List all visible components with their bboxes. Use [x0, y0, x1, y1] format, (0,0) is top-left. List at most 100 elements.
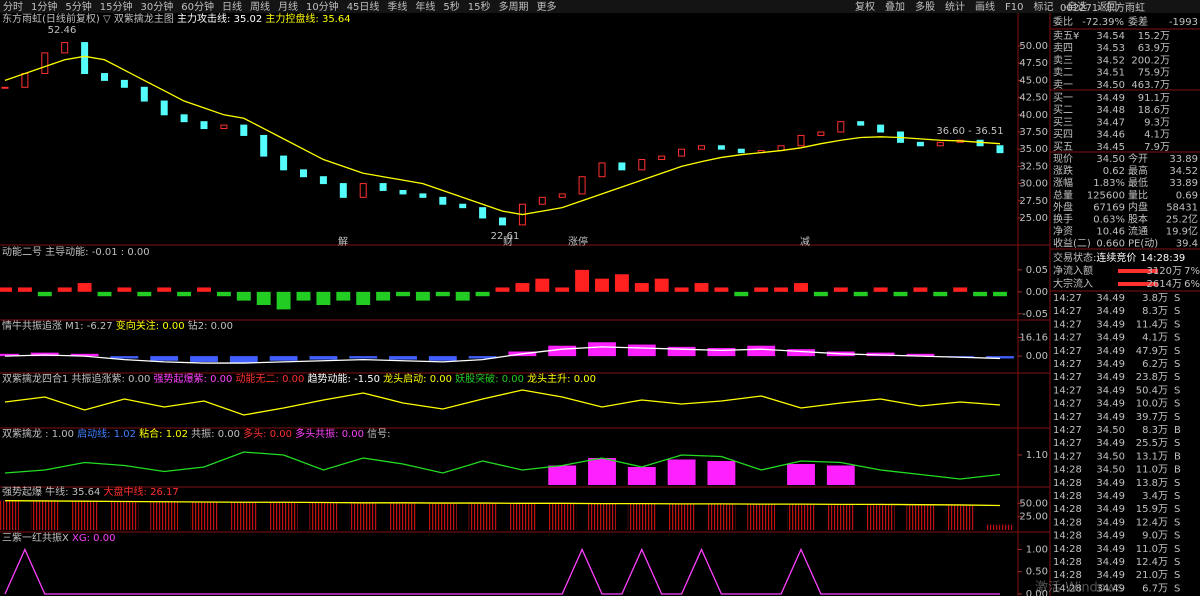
- bar: [455, 291, 470, 301]
- period-tab[interactable]: 5分钟: [65, 0, 91, 13]
- bar: [548, 345, 577, 357]
- period-tab[interactable]: 分时: [3, 1, 23, 13]
- period-tab[interactable]: 年线: [415, 0, 435, 13]
- tool-button[interactable]: 标记: [1033, 1, 1053, 13]
- header-item: 大盘中线: 26.17: [100, 485, 178, 498]
- tool-button[interactable]: 画线: [975, 0, 995, 13]
- book-label: 卖四: [1053, 42, 1073, 54]
- candle: [180, 114, 188, 123]
- tool-button[interactable]: 返回: [1097, 1, 1117, 13]
- book-volume: 7.9万: [1144, 142, 1170, 153]
- period-tab[interactable]: 季线: [387, 0, 407, 13]
- book-volume: 463.7万: [1131, 80, 1170, 91]
- trade-status: 交易状态:连续竞价 14:28:39: [1053, 251, 1185, 264]
- bar: [555, 287, 570, 292]
- period-tab[interactable]: 10分钟: [306, 0, 339, 13]
- tick-volume: 15.9万: [1136, 504, 1168, 515]
- tick-time: 14:28: [1053, 583, 1082, 594]
- stat-value: 39.4: [1176, 239, 1198, 250]
- tick-volume: 21.0万: [1136, 570, 1168, 581]
- tick-price: 34.49: [1096, 319, 1125, 330]
- candle: [638, 159, 646, 171]
- tick-time: 14:27: [1053, 412, 1082, 423]
- tick-time: 14:28: [1053, 531, 1082, 542]
- header-item: 动能二号 主导动能: -0.01 : 0.00: [2, 245, 150, 258]
- period-tab[interactable]: 15分钟: [100, 0, 133, 13]
- tool-button[interactable]: 叠加: [885, 1, 905, 13]
- panel-header: 动能二号 主导动能: -0.01 : 0.00: [2, 245, 150, 258]
- tick-price: 34.49: [1096, 372, 1125, 383]
- period-tab[interactable]: 月线: [278, 0, 298, 13]
- annotation: 52.46: [48, 25, 77, 36]
- book-label: 买三: [1053, 116, 1073, 128]
- tool-button[interactable]: -自选: [1063, 0, 1087, 13]
- period-tab[interactable]: 日线: [222, 0, 242, 13]
- period-tab[interactable]: 更多: [537, 0, 557, 13]
- stat-value: 0.660: [1096, 239, 1125, 250]
- period-tab[interactable]: 周线: [250, 0, 270, 13]
- period-tab[interactable]: 多周期: [499, 0, 529, 13]
- tick-time: 14:27: [1053, 438, 1082, 449]
- candle: [817, 131, 825, 136]
- book-volume: 15.2万: [1138, 31, 1170, 42]
- tool-button[interactable]: 多股: [915, 0, 935, 13]
- bar: [349, 502, 378, 530]
- tick-side: S: [1174, 333, 1180, 344]
- bar: [946, 505, 975, 530]
- candle: [996, 145, 1004, 154]
- tick-volume: 47.9万: [1136, 346, 1168, 357]
- annotation: 减: [800, 236, 810, 248]
- bar: [993, 291, 1007, 297]
- period-tab[interactable]: 15秒: [468, 0, 491, 13]
- bar: [309, 356, 338, 360]
- panel-header: 东方雨虹(日线前复权) ▽ 双紫擒龙主图 主力攻击线: 35.02 主力控盘线:…: [2, 12, 351, 25]
- y-tick-label: 50.00: [1019, 41, 1048, 52]
- book-label: 买五: [1053, 141, 1073, 153]
- bar: [17, 287, 32, 292]
- book-price: 34.49: [1096, 93, 1125, 104]
- tick-time: 14:27: [1053, 293, 1082, 304]
- y-tick-label: 16.16: [1019, 332, 1048, 343]
- candle: [439, 196, 447, 205]
- tool-button[interactable]: 复权: [855, 0, 875, 13]
- candle: [916, 141, 924, 147]
- book-volume: 4.1万: [1144, 130, 1170, 141]
- bar: [734, 291, 749, 297]
- book-label: 卖五¥: [1053, 30, 1079, 42]
- tick-time: 14:28: [1053, 491, 1082, 502]
- tick-price: 34.49: [1096, 491, 1125, 502]
- tick-price: 34.49: [1096, 438, 1125, 449]
- candle: [698, 145, 705, 150]
- header-item: ▽ 双紫擒龙主图: [100, 12, 174, 25]
- tick-time: 14:27: [1053, 372, 1082, 383]
- candle: [160, 100, 168, 116]
- bar: [548, 503, 577, 530]
- tick-side: S: [1174, 399, 1180, 410]
- header-item: 变向关注: 0.00: [113, 319, 185, 332]
- bar: [787, 464, 815, 485]
- series-line: [4, 451, 1001, 480]
- y-tick-label: 0.50: [1026, 567, 1048, 578]
- bar: [376, 291, 391, 301]
- stock-code: 002271: [1060, 3, 1098, 14]
- bar: [794, 283, 808, 292]
- bar: [614, 274, 629, 292]
- tick-volume: 50.4万: [1136, 385, 1168, 396]
- bar: [853, 291, 868, 297]
- period-tab[interactable]: 30分钟: [140, 0, 173, 13]
- tool-button[interactable]: F10: [1005, 2, 1023, 13]
- period-tab[interactable]: 1分钟: [31, 0, 57, 13]
- bar: [747, 345, 776, 357]
- series-line: [4, 346, 1001, 364]
- header-item: 信号:: [364, 428, 391, 440]
- period-tab[interactable]: 60分钟: [181, 0, 214, 13]
- book-price: 34.51: [1096, 68, 1125, 79]
- tool-button[interactable]: 统计: [945, 0, 965, 13]
- header-item: 双紫擒龙四合1 共振追涨紫: 0.00: [2, 372, 150, 385]
- period-tab[interactable]: 45日线: [347, 0, 380, 13]
- candle: [877, 124, 885, 133]
- bar: [973, 291, 988, 297]
- header-item: 东方雨虹(日线前复权): [2, 12, 100, 25]
- period-tab[interactable]: 5秒: [443, 0, 459, 13]
- flow-bar: [1118, 282, 1158, 286]
